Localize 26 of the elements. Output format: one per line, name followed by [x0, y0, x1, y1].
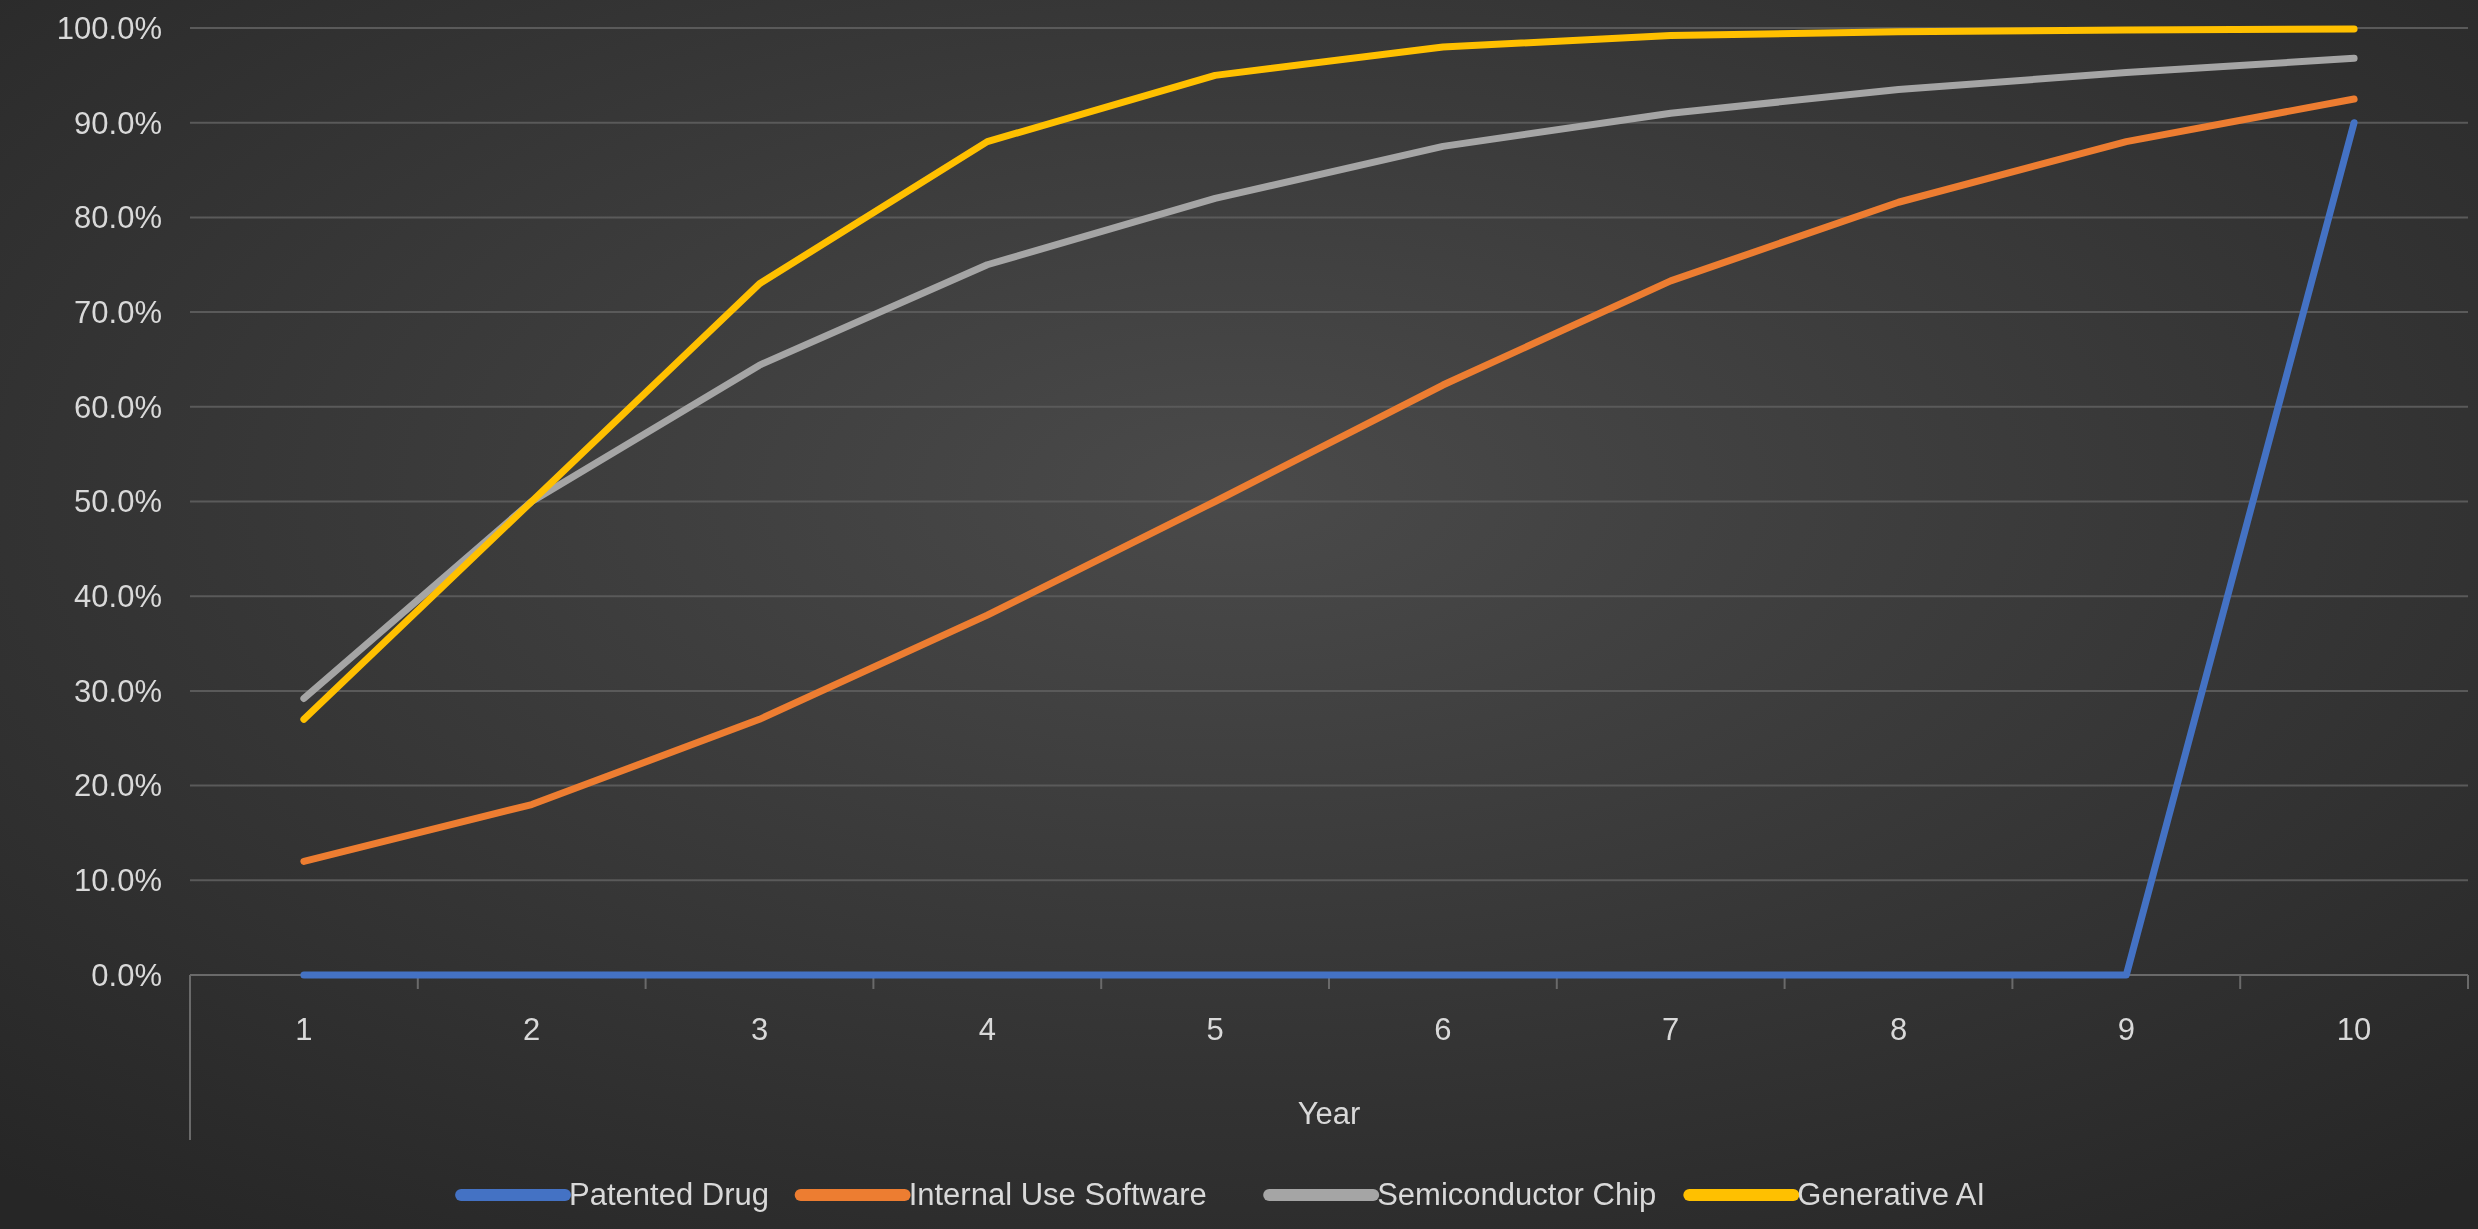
x-tick-label: 8 — [1889, 1012, 1908, 1047]
y-tick-label: 30.0% — [74, 673, 162, 709]
legend-label: Patented Drug — [569, 1177, 770, 1212]
y-tick-label: 50.0% — [74, 484, 162, 520]
x-tick-label: 1 — [295, 1012, 313, 1047]
x-tick-label: 3 — [750, 1012, 769, 1047]
y-tick-label: 40.0% — [74, 579, 162, 615]
y-tick-label: 0.0% — [91, 957, 162, 993]
x-tick-label: 5 — [1206, 1012, 1224, 1047]
legend-label: Semiconductor Chip — [1377, 1177, 1657, 1212]
x-tick-label: 10 — [2336, 1012, 2372, 1047]
x-tick-label: 9 — [2117, 1012, 2135, 1047]
x-tick-label: 2 — [523, 1012, 541, 1047]
y-tick-label: 10.0% — [74, 863, 162, 899]
y-tick-label: 90.0% — [74, 105, 162, 141]
x-axis-title: Year — [1297, 1096, 1361, 1131]
legend-label: Generative AI — [1797, 1177, 1986, 1212]
x-tick-label: 6 — [1434, 1012, 1452, 1047]
y-tick-label: 100.0% — [56, 10, 162, 46]
y-tick-label: 60.0% — [74, 389, 162, 425]
y-tick-label: 70.0% — [74, 294, 162, 330]
y-tick-label: 20.0% — [74, 768, 162, 804]
x-tick-label: 4 — [978, 1012, 996, 1047]
legend-label: Internal Use Software — [908, 1177, 1207, 1212]
x-tick-label: 7 — [1662, 1012, 1680, 1047]
y-tick-label: 80.0% — [74, 200, 162, 236]
